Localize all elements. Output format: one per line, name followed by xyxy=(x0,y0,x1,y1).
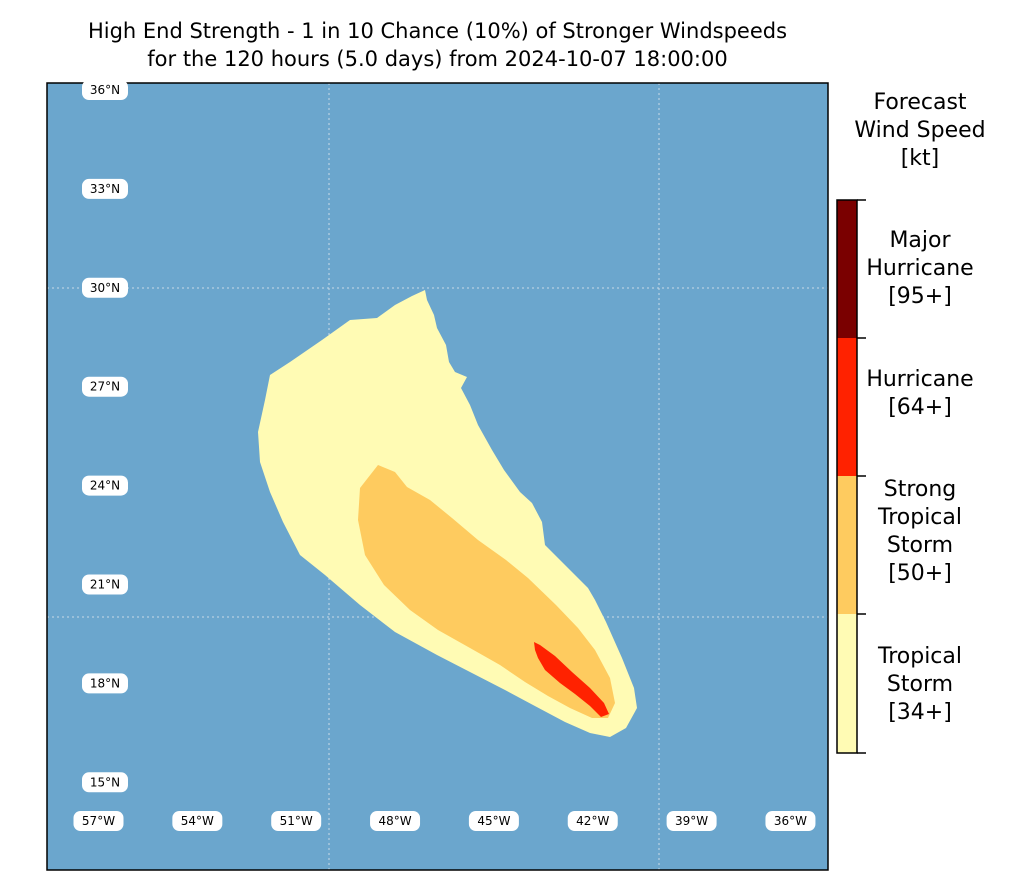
tick-label-background xyxy=(82,80,128,100)
colorbar xyxy=(836,199,866,754)
colorbar-title-line: Wind Speed xyxy=(854,118,986,143)
title-line-2: for the 120 hours (5.0 days) from 2024-1… xyxy=(147,47,728,71)
latitude-label-text: 15°N xyxy=(90,775,120,789)
longitude-label: 45°W xyxy=(468,811,519,831)
longitude-label-text: 39°W xyxy=(675,814,708,828)
tick-label-background xyxy=(567,811,618,831)
colorbar-label-line: Tropical xyxy=(878,505,962,530)
tick-label-background xyxy=(82,178,128,199)
latitude-label-text: 30°N xyxy=(90,281,120,295)
tick-label-background xyxy=(82,574,128,595)
tick-label-background xyxy=(73,811,124,831)
colorbar-label-line: [95+] xyxy=(888,284,952,309)
latitude-label: 33°N xyxy=(82,178,128,199)
longitude-label-text: 51°W xyxy=(280,814,313,828)
colorbar-title-line: Forecast xyxy=(873,90,967,115)
longitude-label-text: 45°W xyxy=(477,814,510,828)
colorbar-swatch-major-hurricane xyxy=(837,200,857,338)
latitude-label-text: 33°N xyxy=(90,182,120,196)
longitude-label-text: 42°W xyxy=(576,814,609,828)
colorbar-label-line: Hurricane xyxy=(866,367,974,392)
latitude-label: 24°N xyxy=(82,475,128,496)
tick-label-background xyxy=(82,772,128,793)
colorbar-swatch-hurricane xyxy=(837,338,857,476)
latitude-label: 18°N xyxy=(82,673,128,694)
latitude-label-text: 21°N xyxy=(90,578,120,592)
latitude-label: 36°N xyxy=(82,80,128,100)
colorbar-title-line: [kt] xyxy=(900,146,940,171)
colorbar-label-strong-tropical-storm: Strong Tropical Storm [50+] xyxy=(850,476,990,588)
colorbar-title: Forecast Wind Speed [kt] xyxy=(830,89,1010,173)
longitude-label: 39°W xyxy=(666,811,717,831)
longitude-label-text: 57°W xyxy=(82,814,115,828)
longitude-label: 48°W xyxy=(370,811,421,831)
map-frame xyxy=(46,82,829,871)
tick-label-background xyxy=(370,811,421,831)
longitude-label: 36°W xyxy=(765,811,816,831)
colorbar-label-line: Strong xyxy=(883,477,957,502)
latitude-label-text: 27°N xyxy=(90,380,120,394)
hurricane-swath xyxy=(534,642,609,717)
longitude-labels: 57°W 54°W 51°W 48°W 45°W 42°W 39°W 36°W xyxy=(73,811,816,831)
latitude-label: 21°N xyxy=(82,574,128,595)
tick-label-background xyxy=(666,811,717,831)
longitude-label: 51°W xyxy=(271,811,322,831)
longitude-label-text: 36°W xyxy=(774,814,807,828)
tick-label-background xyxy=(468,811,519,831)
longitude-label: 54°W xyxy=(172,811,223,831)
colorbar-label-hurricane: Hurricane [64+] xyxy=(850,366,990,422)
tick-label-background xyxy=(82,475,128,496)
colorbar-label-line: Tropical xyxy=(878,644,962,669)
colorbar-label-line: [34+] xyxy=(888,700,952,725)
colorbar-label-line: Hurricane xyxy=(866,256,974,281)
latitude-labels: 36°N 33°N 30°N 27°N 24°N 21°N 18°N 15°N xyxy=(82,80,128,793)
colorbar-label-line: [64+] xyxy=(888,395,952,420)
latitude-label: 30°N xyxy=(82,277,128,298)
tick-label-background xyxy=(82,277,128,298)
tick-label-background xyxy=(82,673,128,694)
colorbar-label-line: Storm xyxy=(886,672,954,697)
longitude-label-text: 48°W xyxy=(378,814,411,828)
colorbar-label-major-hurricane: Major Hurricane [95+] xyxy=(850,227,990,311)
colorbar-label-line: Major xyxy=(889,228,951,253)
colorbar-label-line: Storm xyxy=(886,533,954,558)
colorbar-ticks xyxy=(857,199,866,754)
longitude-label: 42°W xyxy=(567,811,618,831)
colorbar-label-tropical-storm: Tropical Storm [34+] xyxy=(850,643,990,727)
tick-label-background xyxy=(172,811,223,831)
longitude-label-text: 54°W xyxy=(181,814,214,828)
latitude-label-text: 36°N xyxy=(90,83,120,97)
latitude-label: 15°N xyxy=(82,772,128,793)
latitude-label-text: 24°N xyxy=(90,479,120,493)
colorbar-label-line: [50+] xyxy=(888,561,952,586)
colorbar-swatch-tropical-storm xyxy=(837,614,857,753)
title-line-1: High End Strength - 1 in 10 Chance (10%)… xyxy=(87,19,788,43)
latitude-label-text: 18°N xyxy=(90,676,120,690)
colorbar-swatch-strong-tropical-storm xyxy=(837,476,857,614)
tick-label-background xyxy=(765,811,816,831)
tick-label-background xyxy=(271,811,322,831)
tick-label-background xyxy=(82,376,128,397)
longitude-label: 57°W xyxy=(73,811,124,831)
latitude-label: 27°N xyxy=(82,376,128,397)
